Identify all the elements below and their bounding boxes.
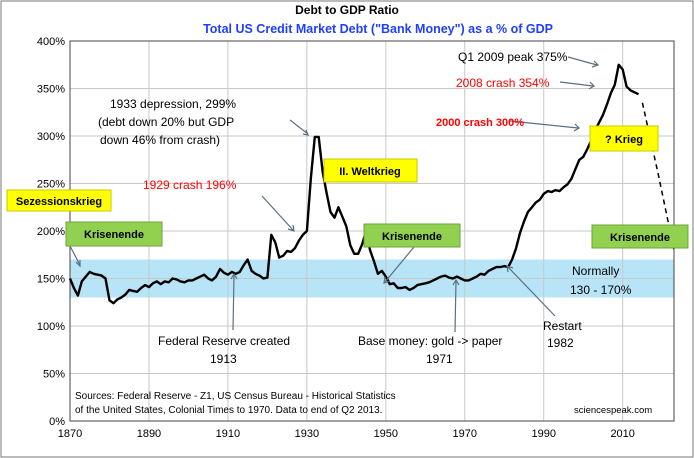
box-krieg xyxy=(589,125,659,152)
annotation-1933-depression: 1933 depression, 299% xyxy=(110,97,236,111)
box-krisenende-2 xyxy=(363,223,461,248)
box-krisenende-1-label: Krisenende xyxy=(84,229,144,241)
box-krisenende-3-label: Krisenende xyxy=(610,232,670,244)
box-weltkrieg xyxy=(323,158,418,183)
y-tick-label: 350% xyxy=(37,84,65,96)
annotation-normal-range: 130 - 170% xyxy=(570,283,632,297)
box-sezessionskrieg-label: Sezessionskrieg xyxy=(16,196,102,208)
annotation-restart: Restart xyxy=(543,319,582,333)
annotation-fed-year: 1913 xyxy=(210,352,237,366)
series-line xyxy=(68,63,640,305)
annotation-normally: Normally xyxy=(572,264,619,278)
box-sezessionskrieg xyxy=(6,189,112,212)
annotation-2008-crash: 2008 crash 354% xyxy=(456,76,550,90)
annotation-base-money-year: 1971 xyxy=(426,352,453,366)
x-tick-label: 1870 xyxy=(58,428,82,440)
box-weltkrieg-label: II. Weltkrieg xyxy=(339,166,401,178)
box-krisenende-3 xyxy=(591,224,689,249)
x-tick-label: 1970 xyxy=(453,428,477,440)
y-tick-label: 50% xyxy=(43,369,65,381)
annotation-1933-gdp-down: down 46% from crash) xyxy=(100,133,220,147)
x-tick-label: 1910 xyxy=(216,428,240,440)
x-tick-label: 1950 xyxy=(374,428,398,440)
annotation-1929-crash: 1929 crash 196% xyxy=(143,178,237,192)
sources-line-2: of the United States, Colonial Times to … xyxy=(75,405,382,416)
y-tick-label: 300% xyxy=(37,131,65,143)
x-tick-label: 2010 xyxy=(610,428,634,440)
projection-line xyxy=(641,102,675,251)
y-tick-label: 400% xyxy=(37,36,65,48)
annotation-restart-year: 1982 xyxy=(547,336,574,350)
y-tick-label: 0% xyxy=(49,416,65,428)
x-tick-label: 1990 xyxy=(531,428,555,440)
credit-sciencespeak: sciencespeak.com xyxy=(574,405,652,416)
y-tick-label: 250% xyxy=(37,179,65,191)
annotation-base-money: Base money: gold -> paper xyxy=(358,334,502,348)
box-krisenende-1 xyxy=(65,221,163,247)
y-tick-label: 100% xyxy=(37,321,65,333)
x-tick-label: 1890 xyxy=(137,428,161,440)
annotation-2009-peak: Q1 2009 peak 375% xyxy=(458,50,568,64)
y-tick-label: 200% xyxy=(37,226,65,238)
x-tick-label: 1930 xyxy=(295,428,319,440)
annotation-2000-crash: 2000 crash 300% xyxy=(436,117,524,129)
annotation-1933-debt-down: (debt down 20% but GDP xyxy=(98,115,234,129)
box-krieg-label: ? Krieg xyxy=(605,134,643,146)
annotation-fed-created: Federal Reserve created xyxy=(158,334,290,348)
sources-line-1: Sources: Federal Reserve - Z1, US Census… xyxy=(75,391,396,402)
y-tick-label: 150% xyxy=(37,274,65,286)
chart-subtitle: Total US Credit Market Debt ("Bank Money… xyxy=(203,22,553,36)
chart-title: Debt to GDP Ratio xyxy=(295,3,399,17)
annotation-arrows xyxy=(69,56,600,333)
box-krisenende-2-label: Krisenende xyxy=(382,231,442,243)
